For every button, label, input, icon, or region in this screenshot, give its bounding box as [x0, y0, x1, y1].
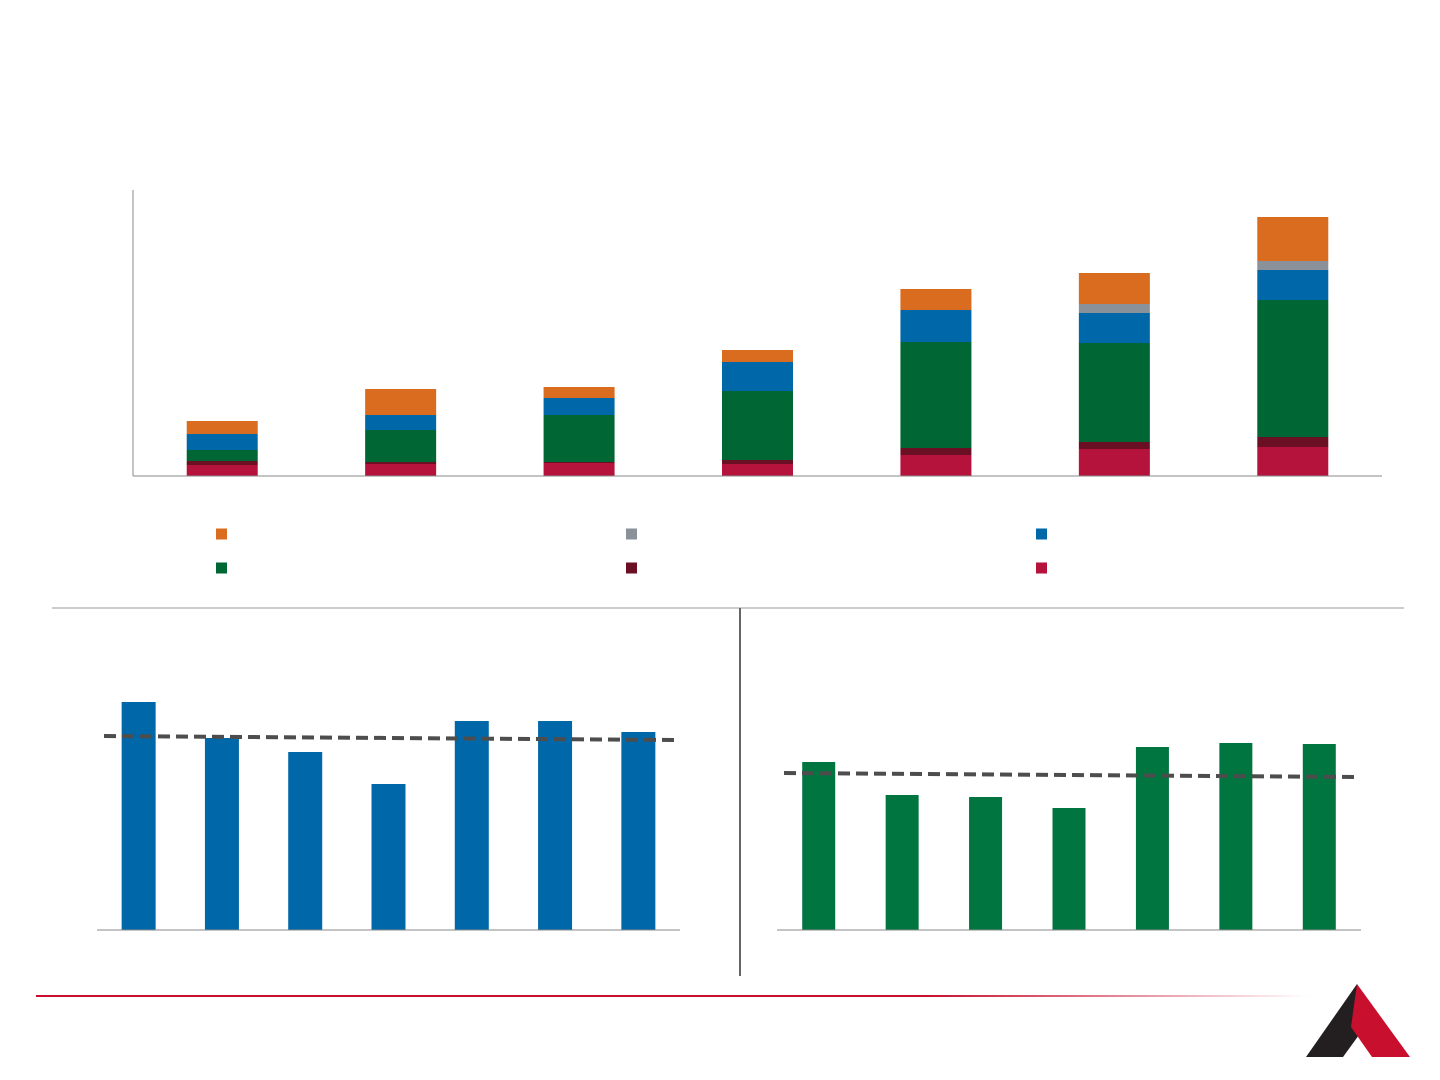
bar-segment [186, 434, 258, 450]
bar-segment [900, 289, 972, 310]
bar [538, 721, 573, 930]
bar [1219, 743, 1253, 930]
bar-segment [722, 350, 793, 362]
bar-segment [1078, 442, 1150, 449]
bar-segment [543, 398, 615, 415]
reference-line [103, 734, 679, 742]
bar-segment [543, 463, 615, 476]
bar-segment [543, 415, 615, 462]
bar-segment [900, 448, 972, 455]
bar-segment [186, 465, 258, 476]
bar-segment [722, 362, 793, 391]
bar [204, 738, 239, 930]
bar [288, 752, 323, 930]
bar-segment [722, 391, 793, 460]
bar-segment [1078, 313, 1150, 343]
legend-swatch [626, 528, 637, 540]
bar-segment [900, 342, 972, 448]
bar-segment [1257, 261, 1329, 270]
footer-rule [36, 995, 1310, 997]
bar-segment [1257, 300, 1329, 437]
legend-swatch [216, 562, 227, 574]
bar-segment [722, 464, 793, 476]
bar-segment [900, 455, 972, 476]
legend-swatch [626, 562, 637, 574]
bar-segment [543, 387, 615, 398]
bar-segment [1257, 447, 1329, 476]
bar-segment [1078, 343, 1150, 442]
bar-segment [186, 421, 258, 434]
bar-segment [186, 450, 258, 461]
bar-segment [186, 461, 258, 465]
bar [969, 797, 1003, 930]
bar-segment [365, 415, 437, 430]
bar-segment [365, 430, 437, 462]
bar-segment [722, 460, 793, 464]
legend-swatch [216, 528, 227, 540]
bar [371, 784, 406, 930]
bar-segment [365, 462, 437, 464]
bar-segment [365, 389, 437, 415]
bar-segment [1078, 273, 1150, 304]
bar-segment [900, 310, 972, 342]
bar [1052, 808, 1086, 930]
bar-segment [1257, 437, 1329, 447]
bar-segment [1078, 304, 1150, 313]
legend-swatch [1036, 528, 1047, 540]
bar [621, 732, 656, 930]
bar [454, 721, 489, 930]
bar [885, 795, 919, 930]
reference-line [783, 771, 1360, 779]
bar-segment [1078, 449, 1150, 476]
bar-segment [365, 464, 437, 476]
bar [121, 702, 156, 930]
bar-segment [1257, 270, 1329, 300]
bar-segment [1257, 217, 1329, 261]
bar [802, 762, 836, 930]
legend-swatch [1036, 562, 1047, 574]
logo [1306, 984, 1410, 1057]
bar-segment [543, 462, 615, 463]
bar [1302, 744, 1336, 930]
